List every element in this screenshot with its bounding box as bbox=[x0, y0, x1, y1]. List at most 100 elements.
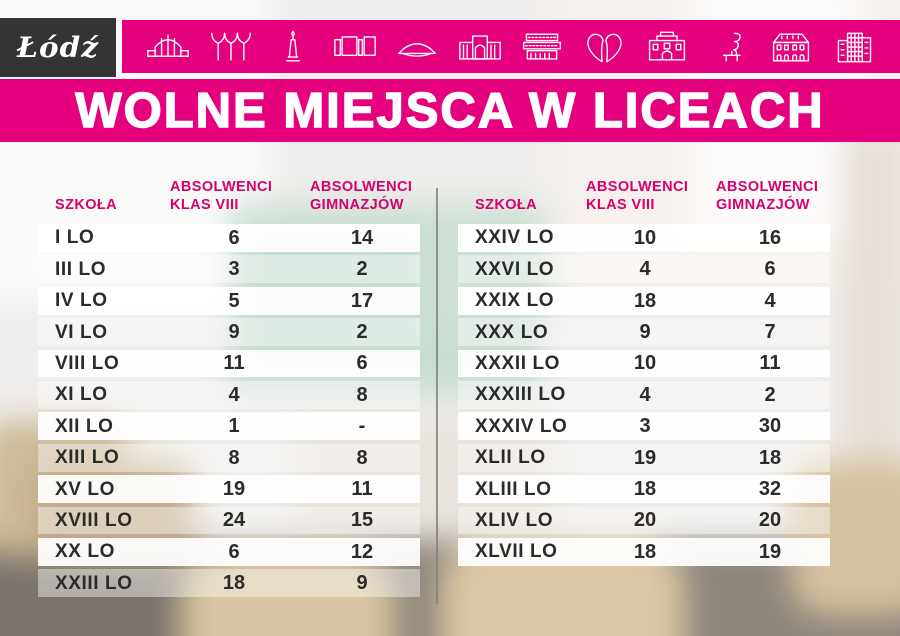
table-row: I LO 6 14 bbox=[38, 224, 420, 252]
school-name: XLIII LO bbox=[475, 478, 552, 500]
free-places-count: 4 bbox=[764, 289, 776, 312]
free-places-count: 10 bbox=[633, 226, 657, 249]
table-row: XX LO 6 12 bbox=[38, 537, 420, 566]
table-row: XLIII LO 18 32 bbox=[458, 475, 830, 503]
free-places-count: - bbox=[358, 415, 366, 438]
school-name: IV LO bbox=[55, 290, 108, 312]
spiral-sculpture-icon bbox=[722, 32, 741, 61]
school-name: XXXIII LO bbox=[475, 384, 566, 406]
school-name: VI LO bbox=[55, 321, 108, 343]
school-name: XVIII LO bbox=[55, 509, 133, 531]
free-places-count: 14 bbox=[350, 226, 374, 249]
leaf-heart-icon bbox=[587, 33, 622, 62]
canopy-trees-icon bbox=[210, 32, 251, 61]
table-row: XV LO 19 11 bbox=[38, 475, 420, 503]
free-places-count: 2 bbox=[764, 383, 776, 406]
free-places-count: 6 bbox=[228, 540, 240, 563]
free-places-count: 3 bbox=[639, 415, 651, 438]
school-name: XIII LO bbox=[55, 447, 120, 469]
column-header-school: SZKOŁA bbox=[475, 197, 538, 213]
free-places-count: 24 bbox=[222, 509, 246, 532]
free-places-count: 8 bbox=[356, 446, 368, 469]
table-row: XI LO 4 8 bbox=[38, 380, 420, 409]
table-row: XXIV LO 10 16 bbox=[458, 224, 830, 252]
free-places-count: 4 bbox=[639, 383, 651, 406]
column-header-absolwenci-gimnazjow: ABSOLWENCI GIMNAZJÓW bbox=[310, 179, 413, 213]
table-row: VI LO 9 2 bbox=[38, 318, 420, 346]
free-places-count: 11 bbox=[759, 352, 781, 375]
free-places-count: 8 bbox=[228, 446, 240, 469]
free-places-count: 9 bbox=[356, 572, 368, 595]
free-places-count: 16 bbox=[758, 226, 782, 249]
table-row: XXXIV LO 3 30 bbox=[458, 412, 830, 441]
school-name: XV LO bbox=[55, 478, 116, 500]
school-name: XX LO bbox=[55, 541, 116, 563]
page-title: WOLNE MIEJSCA W LICEACH bbox=[75, 83, 825, 139]
arcade-villa-icon bbox=[773, 32, 810, 61]
free-places-count: 6 bbox=[228, 226, 240, 249]
column-header-absolwenci-gimnazjow: ABSOLWENCI GIMNAZJÓW bbox=[716, 179, 819, 213]
table-row: XIII LO 8 8 bbox=[38, 443, 420, 472]
free-places-count: 2 bbox=[356, 258, 368, 281]
free-places-count: 12 bbox=[350, 540, 374, 563]
arena-icon bbox=[398, 42, 437, 57]
free-places-count: 7 bbox=[764, 321, 776, 344]
door-frame bbox=[845, 130, 900, 460]
school-name: XXXIV LO bbox=[475, 415, 568, 437]
school-name: VIII LO bbox=[55, 352, 120, 374]
free-places-count: 2 bbox=[356, 321, 368, 344]
free-places-count: 20 bbox=[758, 509, 782, 532]
free-places-count: 30 bbox=[758, 415, 782, 438]
left-school-table: SZKOŁA ABSOLWENCI KLAS VIII ABSOLWENCI G… bbox=[38, 172, 420, 598]
column-header-school: SZKOŁA bbox=[55, 197, 118, 213]
table-row: XII LO 1 - bbox=[38, 412, 420, 441]
school-name: XXXII LO bbox=[475, 352, 561, 374]
free-places-count: 18 bbox=[222, 572, 246, 595]
table-row: XXVI LO 4 6 bbox=[458, 255, 830, 284]
right-table-header: SZKOŁA ABSOLWENCI KLAS VIII ABSOLWENCI G… bbox=[458, 172, 830, 216]
table-row: XXIX LO 18 4 bbox=[458, 286, 830, 315]
school-name: XXIX LO bbox=[475, 290, 555, 312]
free-places-count: 17 bbox=[350, 289, 374, 312]
left-table-body: I LO 6 14 III LO 3 2 IV LO 5 17 VI LO 9 2 VIII LO 11 6… bbox=[38, 224, 420, 598]
free-places-count: 11 bbox=[223, 352, 245, 375]
school-name: I LO bbox=[55, 227, 95, 249]
right-school-table: SZKOŁA ABSOLWENCI KLAS VIII ABSOLWENCI G… bbox=[458, 172, 830, 566]
free-places-count: 19 bbox=[758, 540, 782, 563]
free-places-count: 8 bbox=[356, 383, 368, 406]
school-name: III LO bbox=[55, 258, 107, 280]
table-row: IV LO 5 17 bbox=[38, 286, 420, 315]
market-hall-icon bbox=[147, 33, 190, 57]
table-divider-line bbox=[436, 188, 438, 604]
gate-building-icon bbox=[458, 34, 501, 60]
free-places-count: 9 bbox=[228, 321, 240, 344]
column-header-absolwenci-klas-viii: ABSOLWENCI KLAS VIII bbox=[170, 179, 273, 213]
free-places-count: 18 bbox=[633, 540, 657, 563]
school-name: XXX LO bbox=[475, 321, 549, 343]
table-row: XXXII LO 10 11 bbox=[458, 349, 830, 378]
free-places-count: 18 bbox=[633, 478, 657, 501]
free-places-count: 9 bbox=[639, 321, 651, 344]
table-row: XLII LO 19 18 bbox=[458, 443, 830, 472]
free-places-count: 4 bbox=[639, 258, 651, 281]
school-name: XXVI LO bbox=[475, 258, 555, 280]
left-table-header: SZKOŁA ABSOLWENCI KLAS VIII ABSOLWENCI G… bbox=[38, 172, 420, 216]
school-name: XLII LO bbox=[475, 447, 546, 469]
free-places-count: 18 bbox=[633, 289, 657, 312]
free-places-count: 19 bbox=[222, 478, 246, 501]
right-table-body: XXIV LO 10 16 XXVI LO 4 6 XXIX LO 18 4 XXX LO 9 7 XX… bbox=[458, 224, 830, 566]
free-places-count: 20 bbox=[633, 509, 657, 532]
free-places-count: 32 bbox=[758, 478, 782, 501]
free-places-count: 5 bbox=[228, 289, 240, 312]
free-places-count: 3 bbox=[228, 258, 240, 281]
station-blocks-icon bbox=[334, 35, 377, 56]
table-row: VIII LO 11 6 bbox=[38, 349, 420, 378]
free-places-count: 1 bbox=[228, 415, 240, 438]
free-places-count: 4 bbox=[228, 383, 240, 406]
table-row: XXIII LO 18 9 bbox=[38, 569, 420, 598]
city-landmarks-icon-bar bbox=[122, 20, 900, 73]
school-name: XLIV LO bbox=[475, 509, 554, 531]
free-places-count: 10 bbox=[633, 352, 657, 375]
palace-icon bbox=[648, 31, 685, 61]
